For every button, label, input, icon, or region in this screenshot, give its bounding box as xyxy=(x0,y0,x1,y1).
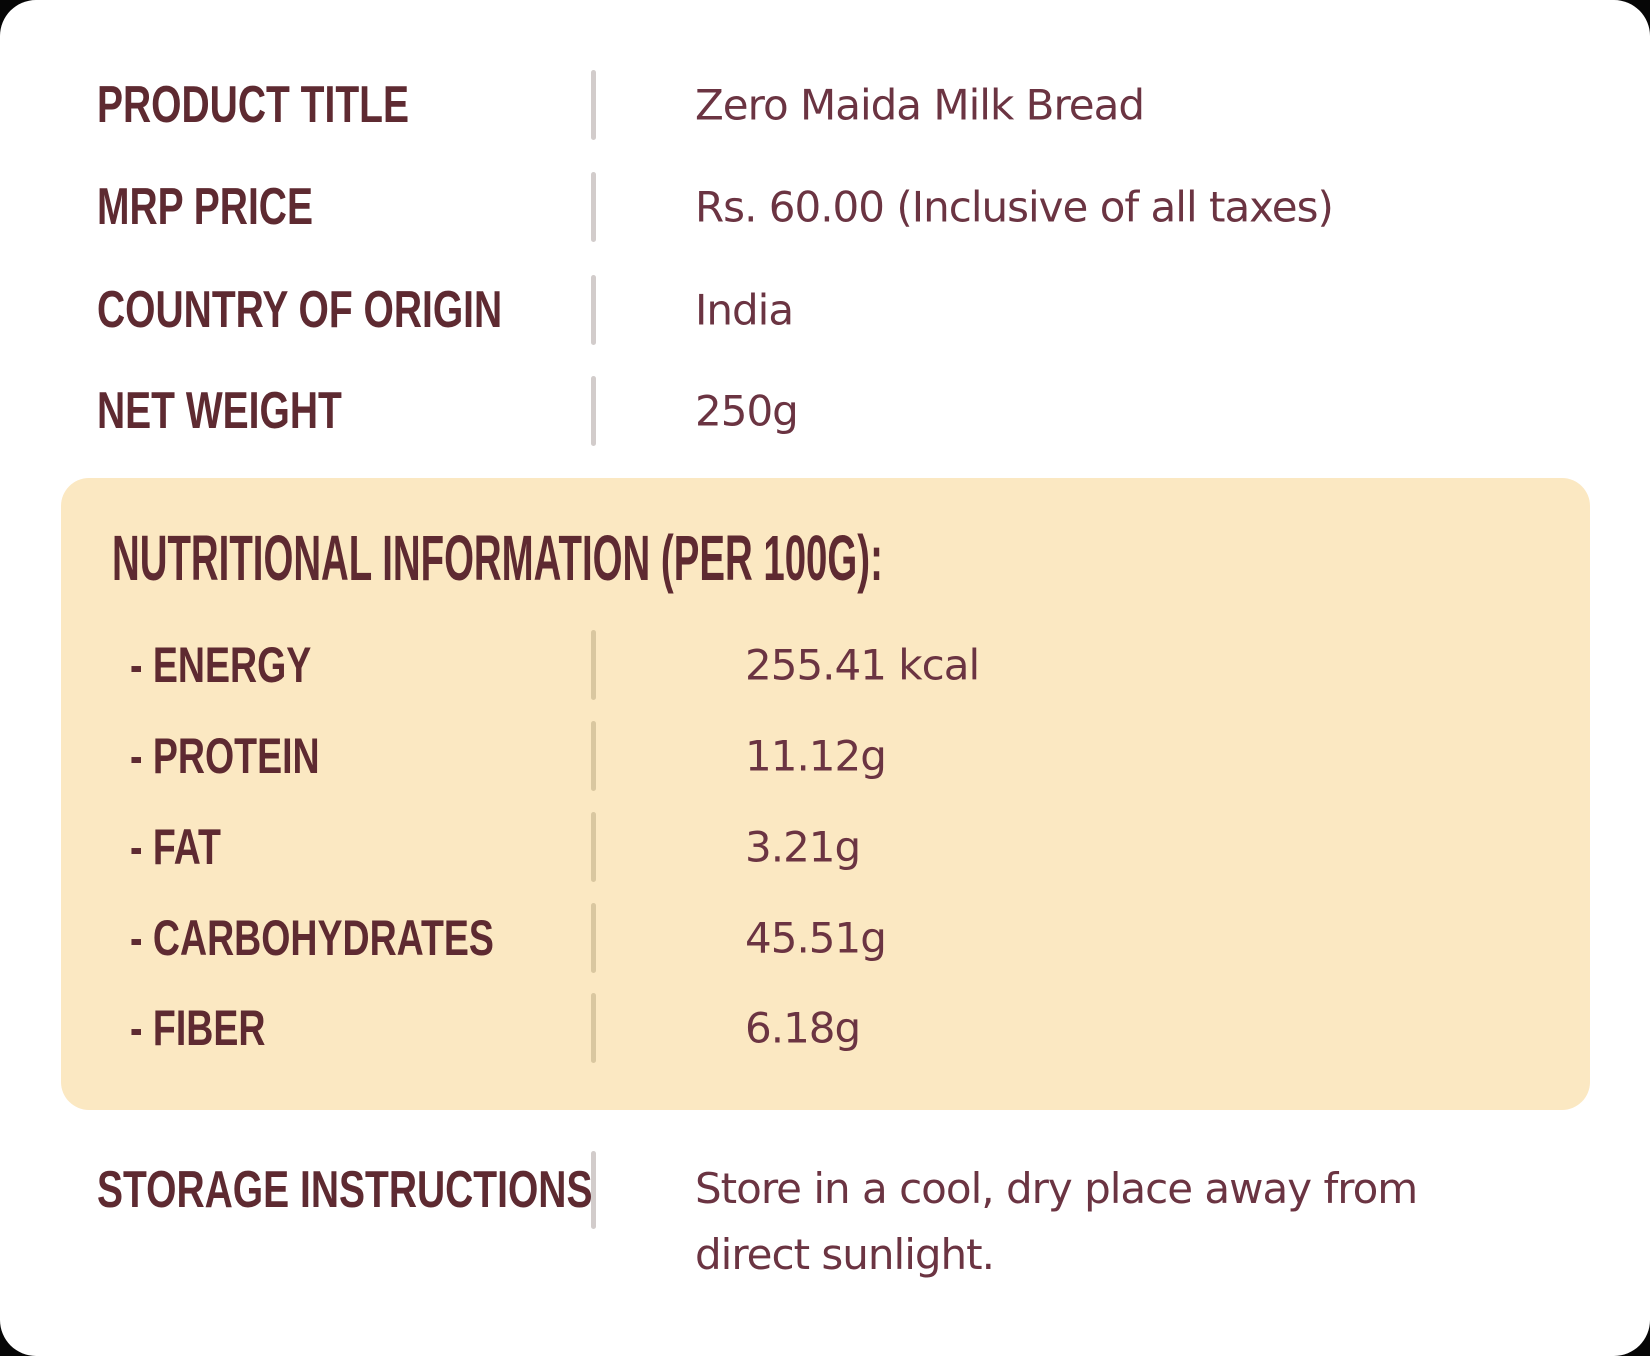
nutrition-row: - FIBER 6.18g xyxy=(61,976,1590,1080)
product-info-row: NET WEIGHT 250g xyxy=(0,359,1650,463)
column-divider xyxy=(591,172,596,242)
storage-instructions-value: Store in a cool, dry place away from dir… xyxy=(695,1164,1418,1279)
nutrition-value-fiber: 6.18g xyxy=(745,1003,861,1053)
product-info-row: PRODUCT TITLE Zero Maida Milk Bread xyxy=(0,53,1650,157)
column-divider xyxy=(591,993,596,1063)
field-value-net-weight: 250g xyxy=(695,386,799,436)
nutrition-row: - FAT 3.21g xyxy=(61,795,1590,899)
nutrition-value-carbohydrates: 45.51g xyxy=(745,913,887,963)
nutrition-label-fiber: - FIBER xyxy=(130,1000,266,1056)
field-value-country-of-origin: India xyxy=(695,285,794,335)
nutrition-label-fat: - FAT xyxy=(130,819,221,875)
nutrition-value-fat: 3.21g xyxy=(745,822,861,872)
field-value-mrp-price: Rs. 60.00 (Inclusive of all taxes) xyxy=(695,182,1334,232)
column-divider xyxy=(591,70,596,140)
nutrition-heading: NUTRITIONAL INFORMATION (PER 100G): xyxy=(112,522,883,594)
nutrition-label-energy: - ENERGY xyxy=(130,637,312,693)
field-label-net-weight: NET WEIGHT xyxy=(97,382,342,440)
column-divider xyxy=(591,812,596,882)
nutrition-label-carbohydrates: - CARBOHYDRATES xyxy=(130,910,494,966)
field-label-storage-instructions: STORAGE INSTRUCTIONS xyxy=(97,1161,593,1219)
column-divider xyxy=(591,630,596,700)
field-label-mrp-price: MRP PRICE xyxy=(97,178,313,236)
product-info-row: COUNTRY OF ORIGIN India xyxy=(0,258,1650,362)
field-value-product-title: Zero Maida Milk Bread xyxy=(695,80,1145,130)
column-divider xyxy=(591,376,596,446)
nutrition-row: - PROTEIN 11.12g xyxy=(61,704,1590,808)
column-divider xyxy=(591,275,596,345)
column-divider xyxy=(591,1151,596,1229)
nutrition-label-protein: - PROTEIN xyxy=(130,728,320,784)
nutrition-row: - CARBOHYDRATES 45.51g xyxy=(61,886,1590,990)
product-info-row: MRP PRICE Rs. 60.00 (Inclusive of all ta… xyxy=(0,155,1650,259)
nutrition-value-energy: 255.41 kcal xyxy=(745,640,980,690)
nutrition-box: NUTRITIONAL INFORMATION (PER 100G): - EN… xyxy=(61,478,1590,1110)
field-label-product-title: PRODUCT TITLE xyxy=(97,76,409,134)
nutrition-row: - ENERGY 255.41 kcal xyxy=(61,613,1590,717)
column-divider xyxy=(591,721,596,791)
column-divider xyxy=(591,903,596,973)
field-label-country-of-origin: COUNTRY OF ORIGIN xyxy=(97,281,503,339)
nutrition-value-protein: 11.12g xyxy=(745,731,887,781)
storage-row: STORAGE INSTRUCTIONS xyxy=(0,1138,1650,1242)
